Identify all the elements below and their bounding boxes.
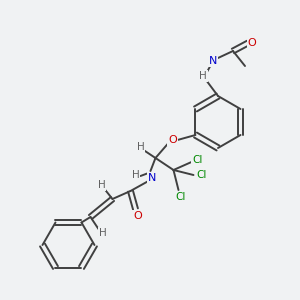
Text: Cl: Cl xyxy=(192,155,203,165)
Text: Cl: Cl xyxy=(175,192,186,202)
Text: H: H xyxy=(99,228,106,238)
Text: O: O xyxy=(248,38,256,48)
Text: H: H xyxy=(136,142,144,152)
Text: H: H xyxy=(98,180,105,190)
Text: H: H xyxy=(132,170,140,180)
Text: O: O xyxy=(133,211,142,221)
Text: O: O xyxy=(168,135,177,145)
Text: H: H xyxy=(199,71,207,81)
Text: N: N xyxy=(209,56,217,66)
Text: Cl: Cl xyxy=(196,170,207,180)
Text: N: N xyxy=(148,173,157,183)
